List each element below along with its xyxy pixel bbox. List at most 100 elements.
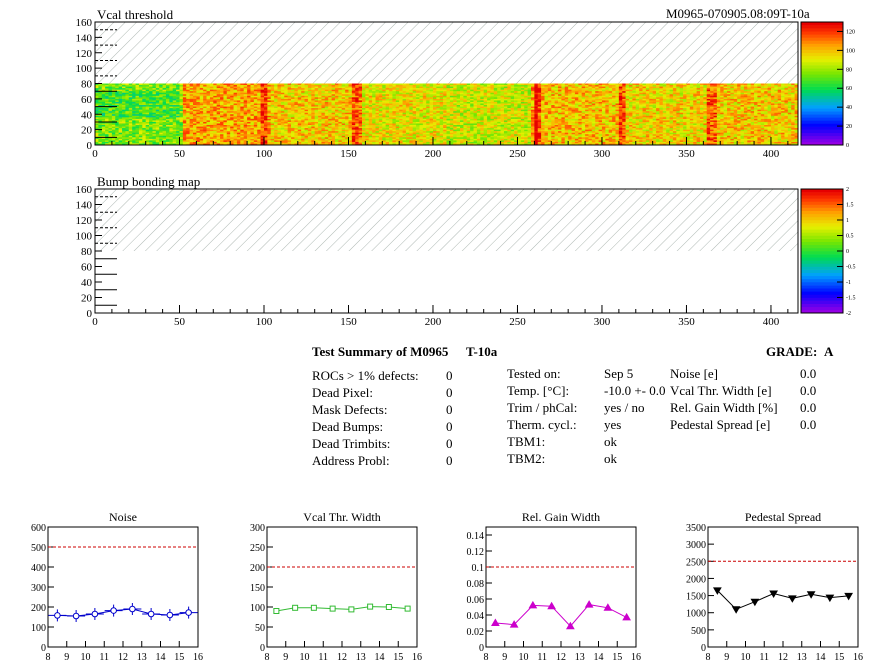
pixel-cell [128,125,133,127]
pixel-cell [101,125,106,127]
pixel-cell [169,115,174,118]
pixel-cell [115,137,119,140]
pixel-cell [115,126,119,129]
pixel-cell [182,97,187,100]
pixel-cell [108,108,113,110]
pixel-cell [98,89,103,92]
pixel-cell [165,141,170,144]
pixel-cell [111,108,116,110]
pixel-cell [115,103,119,106]
pixel-cell [135,91,140,94]
pixel-cell [98,112,103,115]
pixel-cell [132,118,136,121]
pixel-cell [145,91,150,94]
pixel-cell [111,85,116,87]
pixel-cell [152,91,157,94]
pixel-cell [152,141,157,144]
pixel-cell [128,120,133,123]
pixel-cell [122,98,126,101]
pixel-cell [182,141,187,144]
pixel-cell [152,92,157,95]
pixel-cell [115,141,119,144]
pixel-cell [142,132,146,135]
pixel-cell [149,97,153,100]
pixel-cell [132,89,136,92]
pixel-cell [118,121,123,124]
pixel-cell [155,91,160,94]
pixel-cell [118,118,123,121]
pixel-cell [132,126,136,129]
pixel-cell [95,94,99,97]
pixel-cell [149,115,153,118]
pixel-cell [145,89,150,92]
pixel-cell [122,89,126,92]
pixel-cell [118,129,123,132]
pixel-cell [135,117,140,120]
pixel-cell [111,129,116,132]
pixel-cell [155,121,160,124]
pixel-cell [132,135,136,138]
pixel-cell [118,103,123,106]
pixel-cell [101,92,106,95]
pixel-cell [128,143,133,146]
pixel-cell [111,123,116,126]
pixel-cell [135,109,140,112]
pixel-cell [98,88,103,90]
pixel-cell [138,105,143,107]
pixel-cell [95,108,99,110]
pixel-cell [98,126,103,129]
pixel-cell [162,140,167,143]
pixel-cell [142,88,146,90]
pixel-cell [105,126,109,129]
pixel-cell [179,88,184,90]
pixel-cell [101,126,106,129]
pixel-cell [169,106,174,109]
pixel-cell [162,137,167,140]
pixel-cell [142,111,146,114]
pixel-cell [135,106,140,109]
pixel-cell [101,123,106,126]
pixel-cell [155,83,160,86]
pixel-cell [132,128,136,130]
pixel-cell [179,89,184,92]
pixel-cell [105,129,109,132]
pixel-cell [138,101,143,104]
pixel-cell [111,143,116,146]
pixel-cell [95,111,99,114]
pixel-cell [115,109,119,112]
pixel-cell [118,143,123,146]
pixel-cell [101,117,106,120]
pixel-cell [95,137,99,140]
pixel-cell [155,131,160,133]
pixel-cell [108,111,113,114]
pixel-cell [105,92,109,95]
pixel-cell [179,143,184,146]
pixel-cell [182,109,187,112]
pixel-cell [132,86,136,89]
pixel-cell [111,117,116,120]
pixel-cell [132,108,136,110]
pixel-cell [132,120,136,123]
pixel-cell [118,115,123,118]
pixel-cell [108,106,113,109]
pixel-cell [111,115,116,118]
pixel-cell [162,131,167,133]
pixel-cell [176,132,180,135]
pixel-cell [172,106,177,109]
pixel-cell [172,111,177,114]
pixel-cell [152,97,157,100]
pixel-cell [179,126,184,129]
pixel-cell [101,88,106,90]
pixel-cell [101,100,106,103]
pixel-cell [142,143,146,146]
pixel-cell [125,114,130,117]
pixel-cell [162,85,167,87]
pixel-cell [155,111,160,114]
pixel-cell [176,98,180,101]
pixel-cell [132,131,136,133]
pixel-cell [135,131,140,133]
pixel-cell [138,125,143,127]
pixel-cell [149,129,153,132]
pixel-cell [128,114,133,117]
pixel-cell [182,134,187,137]
